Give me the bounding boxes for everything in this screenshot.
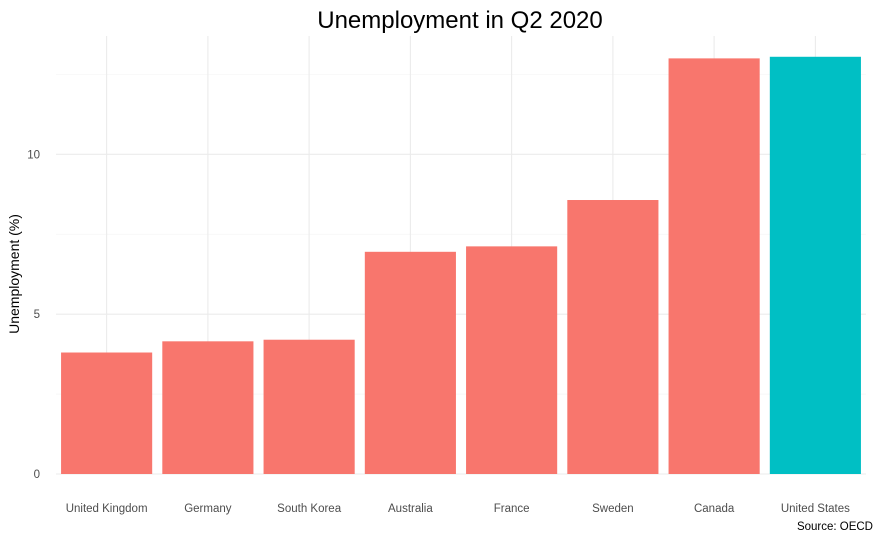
x-tick-label: Sweden — [592, 503, 634, 515]
x-tick-label: Australia — [388, 503, 433, 515]
bar — [162, 341, 254, 474]
source-caption: Source: OECD — [797, 521, 873, 533]
bar — [61, 352, 153, 474]
y-tick-label: 10 — [27, 149, 40, 161]
bar — [769, 56, 861, 475]
x-tick-label: Canada — [694, 503, 735, 515]
x-axis-ticks: United Kingdom Germany South Korea Australi… — [66, 503, 850, 515]
bar — [263, 339, 355, 474]
chart-title: Unemployment in Q2 2020 — [317, 7, 603, 34]
y-axis-label: Unemployment (%) — [6, 214, 22, 334]
bar — [567, 200, 659, 474]
x-tick-label: Germany — [184, 503, 232, 515]
x-tick-label: United Kingdom — [66, 503, 148, 515]
y-axis-ticks: 0 5 10 — [27, 149, 40, 481]
x-tick-label: South Korea — [277, 503, 342, 515]
bar — [364, 251, 456, 474]
bar — [466, 246, 558, 474]
y-tick-label: 5 — [34, 309, 40, 321]
x-tick-label: France — [494, 503, 530, 515]
bars — [61, 56, 861, 475]
y-tick-label: 0 — [34, 469, 40, 481]
x-tick-label: United States — [781, 503, 850, 515]
bar — [668, 58, 760, 474]
